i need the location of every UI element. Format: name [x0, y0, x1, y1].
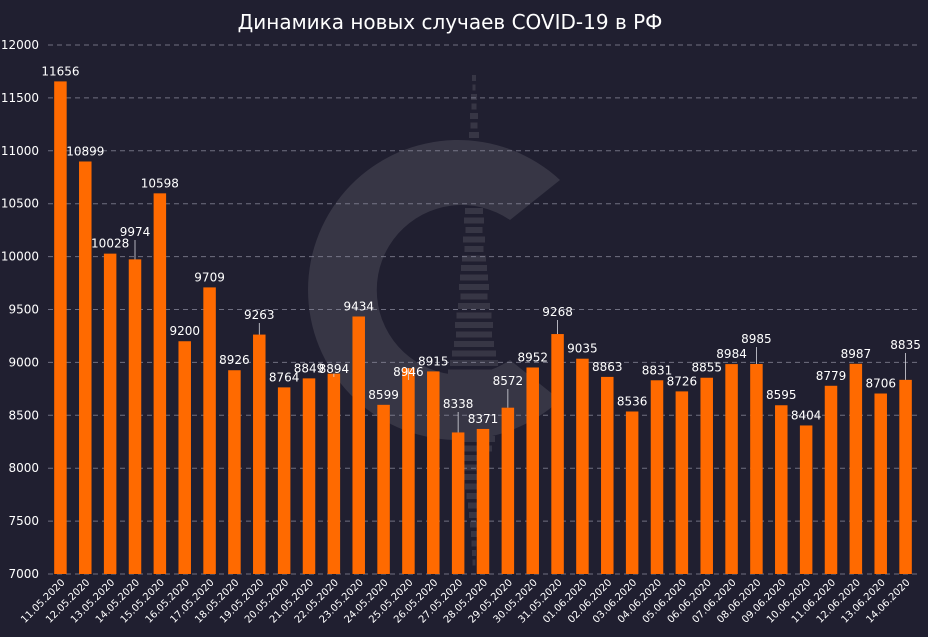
data-label: 8779: [816, 369, 847, 383]
logo-watermark: [308, 75, 560, 566]
bar: [874, 393, 887, 574]
data-label: 8952: [517, 350, 548, 364]
bar: [501, 407, 515, 574]
bar: [128, 259, 142, 574]
data-label: 8894: [319, 362, 350, 376]
bar: [799, 425, 813, 574]
data-label: 11656: [41, 64, 79, 78]
y-tick-label: 10000: [1, 250, 39, 264]
y-tick-label: 7500: [8, 514, 39, 528]
bar: [576, 358, 589, 574]
bar: [899, 379, 912, 574]
bar: [675, 391, 689, 574]
data-label: 8706: [865, 377, 896, 391]
y-tick-label: 7000: [8, 567, 39, 581]
data-label: 8985: [741, 332, 772, 346]
data-label: 9709: [194, 270, 225, 284]
bar: [476, 428, 490, 574]
data-label: 8863: [592, 360, 623, 374]
data-label: 8726: [667, 374, 698, 388]
bar: [849, 363, 863, 574]
data-label: 8404: [791, 408, 822, 422]
data-label: 8987: [841, 347, 872, 361]
bar: [79, 161, 92, 575]
data-label: 8831: [642, 363, 673, 377]
bar: [750, 363, 763, 574]
bar: [551, 334, 564, 574]
data-label: 9263: [244, 308, 275, 322]
data-label: 8855: [691, 361, 722, 375]
y-tick-label: 11500: [1, 91, 39, 105]
bar: [377, 404, 390, 574]
bar: [203, 287, 216, 574]
data-label: 10028: [91, 237, 129, 251]
bar: [402, 368, 415, 574]
grid: [48, 44, 918, 575]
data-label: 8835: [890, 338, 921, 352]
bar: [253, 334, 266, 574]
bar: [228, 370, 241, 574]
data-label: 8849: [294, 361, 325, 375]
x-axis: 11.05.202012.05.202013.05.202014.05.2020…: [19, 577, 912, 625]
bar: [153, 193, 167, 574]
data-label: 8338: [443, 397, 474, 411]
bar: [775, 405, 788, 574]
bar: [352, 316, 365, 574]
bar: [650, 380, 664, 574]
y-tick-label: 10500: [1, 197, 39, 211]
y-tick-label: 9500: [8, 303, 39, 317]
bars: [54, 81, 912, 575]
data-label: 8371: [468, 412, 499, 426]
bar: [277, 387, 291, 574]
bar: [725, 364, 738, 574]
bar: [103, 253, 117, 574]
bar: [526, 367, 539, 574]
data-label: 9974: [120, 225, 151, 239]
data-label: 9268: [542, 305, 573, 319]
bar: [327, 373, 341, 574]
y-tick-label: 8000: [8, 461, 39, 475]
bar: [178, 341, 191, 574]
data-label: 8599: [368, 388, 399, 402]
chart-title: Динамика новых случаев COVID-19 в РФ: [238, 10, 663, 34]
data-label: 8595: [766, 388, 797, 402]
bar: [824, 385, 838, 574]
data-label: 9200: [169, 324, 200, 338]
bar: [54, 81, 67, 574]
bar: [427, 371, 440, 574]
data-label: 9035: [567, 342, 598, 356]
data-label: 8536: [617, 394, 648, 408]
bar: [601, 376, 614, 574]
data-label: 10598: [141, 176, 179, 190]
bar: [451, 432, 465, 574]
bar: [302, 378, 316, 574]
data-label: 8946: [393, 365, 424, 379]
bar: [700, 377, 713, 574]
data-label: 8915: [418, 354, 449, 368]
data-label: 9434: [343, 299, 374, 313]
data-label: 8764: [269, 370, 300, 384]
data-label: 10899: [66, 144, 104, 158]
y-axis: 7000 7500 8000 8500 9000 9500 10000 10500 11000 1…: [1, 38, 39, 581]
data-label: 8572: [493, 374, 524, 388]
bar: [625, 411, 639, 574]
y-tick-label: 11000: [1, 144, 39, 158]
data-label: 8926: [219, 353, 250, 367]
y-tick-label: 9000: [8, 355, 39, 369]
y-tick-label: 12000: [1, 38, 39, 52]
data-label: 8984: [716, 347, 747, 361]
y-tick-label: 8500: [8, 408, 39, 422]
